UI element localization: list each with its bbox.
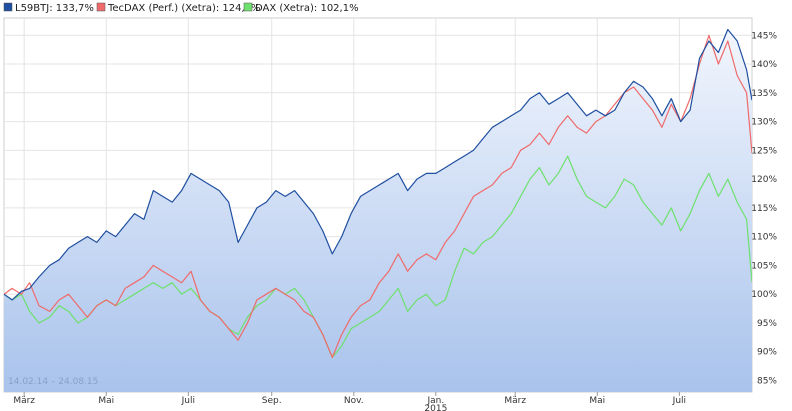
x-tick-label: Juli <box>672 396 686 406</box>
y-tick-label: 85% <box>757 376 777 386</box>
x-tick-label: Mai <box>589 396 605 406</box>
series-lines <box>4 28 752 359</box>
y-tick-label: 120% <box>751 175 777 185</box>
x-tick-label: Juli <box>181 396 195 406</box>
legend-label-tecdax: TecDAX (Perf.) (Xetra): 124,5% <box>107 3 261 14</box>
y-tick-label: 135% <box>751 89 777 99</box>
series-line-l59btj <box>4 28 752 301</box>
legend-swatch-l59btj <box>3 2 13 12</box>
legend-label-dax: DAX (Xetra): 102,1% <box>255 3 359 14</box>
x-year-label: 2015 <box>424 404 447 411</box>
y-tick-label: 115% <box>751 204 777 214</box>
x-tick-label: Jan. <box>426 396 444 406</box>
series-area-l59btj <box>4 29 752 392</box>
area-fill <box>4 29 752 392</box>
x-tick-label: Sep. <box>262 396 282 406</box>
series-line-dax <box>4 155 752 359</box>
y-tick-label: 130% <box>751 118 777 128</box>
legend-label-l59btj: L59BTJ: 133,7% <box>15 3 94 14</box>
y-tick-label: 125% <box>751 146 777 156</box>
legend: L59BTJ: 133,7% TecDAX (Perf.) (Xetra): 1… <box>3 2 359 14</box>
y-tick-label: 95% <box>757 319 777 329</box>
x-axis: März Mai Juli Sep. Nov. Jan. März Mai Juli 2015 <box>13 392 686 411</box>
y-tick-label: 90% <box>757 348 777 358</box>
date-range-label: 14.02.14 – 24.08.15 <box>8 377 98 387</box>
y-tick-label: 110% <box>751 233 777 243</box>
x-tick-label: Mai <box>98 396 114 406</box>
x-tick-label: Nov. <box>344 396 364 406</box>
y-tick-label: 100% <box>751 290 777 300</box>
y-axis: 85% 90% 95% 100% 105% 110% 115% 120% 125% 130% 135… <box>751 31 777 386</box>
legend-swatch-tecdax <box>96 2 106 12</box>
x-tick-label: März <box>13 396 35 406</box>
y-tick-label: 140% <box>751 60 777 70</box>
y-tick-label: 145% <box>751 31 777 41</box>
x-tick-label: März <box>504 396 526 406</box>
legend-swatch-dax <box>243 2 253 12</box>
y-tick-label: 105% <box>751 261 777 271</box>
series-line-tecdax <box>4 34 752 359</box>
